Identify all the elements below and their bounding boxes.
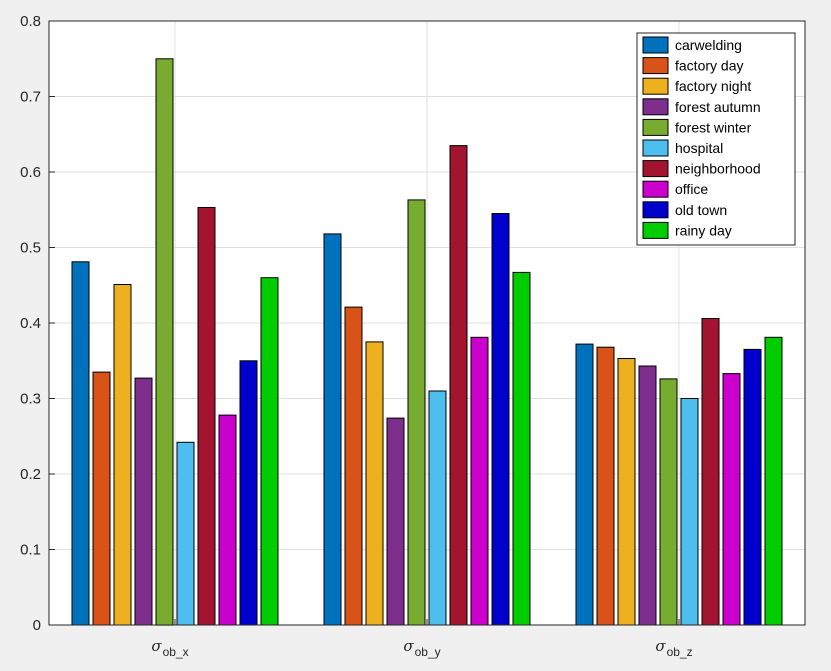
x-tick-label-symbol: σ xyxy=(403,637,414,655)
y-tick-label: 0.7 xyxy=(20,89,41,106)
bar xyxy=(764,336,783,626)
bar xyxy=(113,284,132,626)
bar xyxy=(701,318,720,626)
bar xyxy=(512,271,531,626)
y-tick-label: 0.1 xyxy=(20,542,41,559)
legend-swatch xyxy=(642,57,669,75)
x-tick-label-symbol: σ xyxy=(655,637,666,655)
bar xyxy=(197,207,216,626)
bar xyxy=(386,417,405,626)
bars xyxy=(71,58,783,626)
bar xyxy=(491,213,510,626)
y-tick-label: 0.2 xyxy=(20,466,41,483)
x-axis-tick-labels: σob_x σob_y σob_z xyxy=(151,637,692,659)
bar xyxy=(680,398,699,626)
bar xyxy=(323,233,342,626)
bar xyxy=(239,360,258,626)
y-axis-tick-labels: 0 0.1 0.2 0.3 0.4 0.5 0.6 0.7 0.8 xyxy=(20,13,41,634)
bar xyxy=(575,343,594,626)
y-tick-label: 0.6 xyxy=(20,164,41,181)
legend-label: rainy day xyxy=(675,222,732,238)
bar xyxy=(428,390,447,626)
x-tick-label-subscript: ob_x xyxy=(163,645,189,659)
legend-label: factory night xyxy=(675,78,751,94)
x-tick-label-symbol: σ xyxy=(151,637,162,655)
bar xyxy=(365,341,384,626)
legend: carwelding factory day factory night forest… xyxy=(636,32,796,246)
y-tick-label: 0.8 xyxy=(20,13,41,30)
legend-label: office xyxy=(675,181,708,197)
y-tick-label: 0.3 xyxy=(20,391,41,408)
bar xyxy=(638,365,657,626)
x-tick-label-subscript: ob_z xyxy=(667,645,693,659)
legend-label: carwelding xyxy=(675,37,742,53)
legend-swatch xyxy=(642,118,669,136)
legend-swatch xyxy=(642,180,669,198)
legend-swatch xyxy=(642,139,669,157)
x-tick-label: σob_z xyxy=(655,637,692,659)
legend-label: factory day xyxy=(675,58,743,74)
bar xyxy=(218,414,237,626)
y-tick-label: 0.5 xyxy=(20,240,41,257)
x-tick-label-subscript: ob_y xyxy=(415,645,441,659)
legend-swatch xyxy=(642,98,669,116)
x-tick-label: σob_x xyxy=(151,637,188,659)
bar xyxy=(155,58,174,626)
bar xyxy=(134,377,153,626)
legend-label: forest autumn xyxy=(675,99,761,115)
axis-ticks xyxy=(49,20,680,626)
legend-swatch xyxy=(642,36,669,54)
bar xyxy=(92,371,111,626)
legend-swatch xyxy=(642,221,669,239)
bar xyxy=(71,261,90,626)
bar xyxy=(596,346,615,626)
legend-label: old town xyxy=(675,202,727,218)
legend-label: hospital xyxy=(675,140,723,156)
bar xyxy=(260,277,279,626)
bar xyxy=(470,336,489,626)
legend-label: neighborhood xyxy=(675,161,761,177)
y-tick-label: 0.4 xyxy=(20,315,41,332)
legend-label: forest winter xyxy=(675,119,752,135)
legend-swatch xyxy=(642,77,669,95)
bar xyxy=(176,441,195,626)
bar xyxy=(449,145,468,626)
bar xyxy=(743,348,762,626)
bar xyxy=(344,306,363,626)
bar xyxy=(659,378,678,626)
bar xyxy=(617,358,636,626)
x-tick-label: σob_y xyxy=(403,637,440,659)
bar xyxy=(722,373,741,626)
legend-swatch xyxy=(642,160,669,178)
y-tick-label: 0 xyxy=(33,617,41,634)
legend-swatch xyxy=(642,201,669,219)
bar xyxy=(407,199,426,626)
